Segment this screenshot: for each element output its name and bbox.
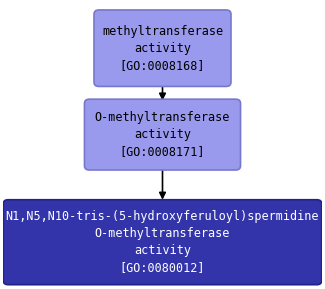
FancyBboxPatch shape bbox=[84, 99, 240, 170]
Text: N1,N5,N10-tris-(5-hydroxyferuloyl)spermidine
O-methyltransferase
activity
[GO:00: N1,N5,N10-tris-(5-hydroxyferuloyl)spermi… bbox=[6, 210, 319, 274]
FancyBboxPatch shape bbox=[3, 200, 322, 285]
Text: methyltransferase
activity
[GO:0008168]: methyltransferase activity [GO:0008168] bbox=[102, 25, 223, 72]
Text: O-methyltransferase
activity
[GO:0008171]: O-methyltransferase activity [GO:0008171… bbox=[95, 111, 230, 158]
FancyBboxPatch shape bbox=[94, 10, 231, 86]
